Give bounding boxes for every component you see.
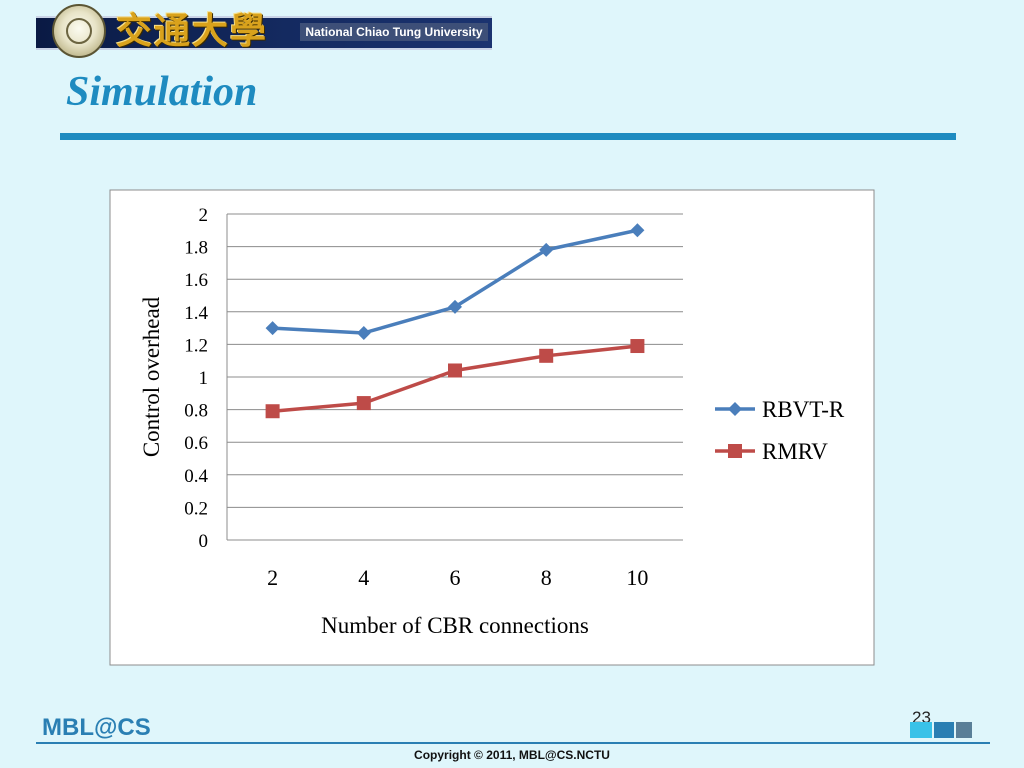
footer-square-2 bbox=[934, 722, 954, 738]
y-tick-label: 0 bbox=[199, 531, 209, 552]
series-lines bbox=[265, 223, 645, 419]
x-tick-label: 10 bbox=[626, 565, 648, 590]
copyright-text: Copyright © 2011, MBL@CS.NCTU bbox=[414, 748, 610, 762]
title-divider bbox=[60, 133, 956, 140]
x-tick-label: 4 bbox=[358, 565, 369, 590]
y-tick-labels: 0 0.2 0.4 0.6 0.8 1 1.2 1.4 1.6 1.8 2 bbox=[184, 205, 208, 552]
legend-swatch-marker bbox=[728, 402, 742, 416]
y-tick-label: 0.2 bbox=[184, 498, 208, 519]
university-seal-icon bbox=[52, 4, 106, 58]
legend-label: RBVT-R bbox=[762, 397, 845, 422]
university-name-english: National Chiao Tung University bbox=[300, 23, 488, 41]
y-axis-label: Control overhead bbox=[139, 296, 164, 457]
data-point bbox=[448, 363, 462, 378]
data-point bbox=[356, 325, 371, 340]
y-tick-label: 1.8 bbox=[184, 238, 208, 259]
y-tick-label: 0.6 bbox=[184, 433, 208, 454]
slide-title: Simulation bbox=[66, 69, 258, 115]
footer-square-1 bbox=[910, 722, 932, 738]
data-point bbox=[356, 396, 371, 411]
x-tick-label: 2 bbox=[267, 565, 278, 590]
x-tick-labels: 2 4 6 8 10 bbox=[267, 565, 648, 590]
chart-frame bbox=[109, 189, 875, 666]
footer-logo: MBL@CS bbox=[42, 714, 151, 741]
university-name-chinese: 交通大學 bbox=[116, 10, 269, 52]
data-point bbox=[539, 348, 554, 363]
data-point bbox=[630, 339, 645, 354]
data-point bbox=[265, 321, 280, 336]
x-tick-label: 8 bbox=[541, 565, 552, 590]
y-tick-label: 2 bbox=[199, 205, 209, 226]
data-point bbox=[630, 223, 645, 238]
data-point bbox=[448, 299, 462, 314]
data-point bbox=[539, 242, 554, 257]
y-tick-label: 1 bbox=[199, 368, 209, 389]
footer-square-3 bbox=[956, 722, 972, 738]
footer-divider bbox=[36, 742, 990, 744]
data-point bbox=[265, 404, 280, 419]
x-axis-label: Number of CBR connections bbox=[321, 613, 589, 638]
legend-label: RMRV bbox=[762, 439, 828, 464]
chart-legend: RBVT-R RMRV bbox=[715, 397, 845, 464]
y-tick-label: 1.2 bbox=[184, 335, 208, 356]
y-tick-label: 0.4 bbox=[184, 466, 208, 487]
y-tick-label: 1.6 bbox=[184, 270, 208, 291]
y-tick-label: 1.4 bbox=[184, 303, 208, 324]
y-tick-label: 0.8 bbox=[184, 401, 208, 422]
x-tick-label: 6 bbox=[450, 565, 461, 590]
legend-swatch-marker bbox=[728, 444, 742, 458]
